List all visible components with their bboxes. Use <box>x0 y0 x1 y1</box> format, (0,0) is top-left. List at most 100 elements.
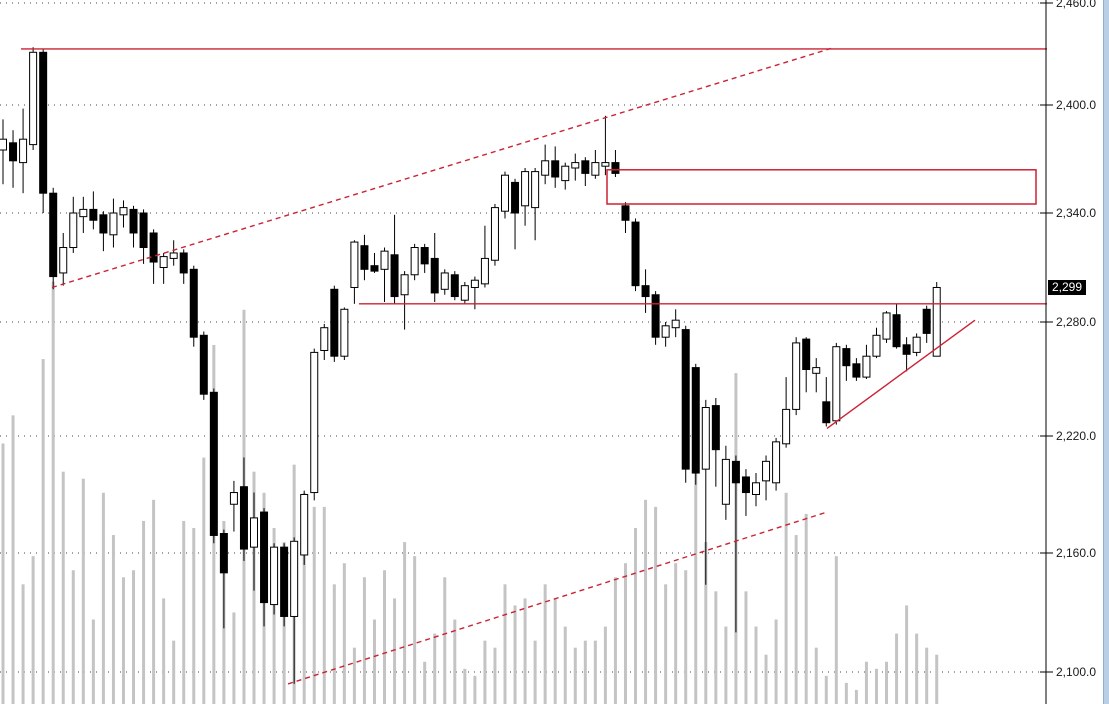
volume-bar <box>935 654 939 704</box>
volume-bar <box>232 612 236 704</box>
candle-down <box>139 212 148 249</box>
axis-label: 2,340.0 <box>1056 206 1097 220</box>
volume-bar <box>573 647 577 704</box>
candle-up <box>772 441 781 484</box>
volume-bar <box>864 661 868 704</box>
volume-bar <box>41 359 45 704</box>
volume-bar <box>513 605 517 704</box>
volume-bar <box>61 471 65 704</box>
volume-bar <box>172 640 176 704</box>
volume-bar <box>764 654 768 704</box>
candle-up <box>400 274 409 296</box>
candle-up <box>541 160 550 176</box>
volume-bar <box>613 577 617 704</box>
window-edge <box>1103 0 1109 704</box>
candle-down <box>892 314 901 348</box>
volume-bar <box>714 591 718 704</box>
candle-down <box>239 486 248 550</box>
candle-up <box>490 207 499 261</box>
candle-up <box>501 174 509 212</box>
last-price-badge: 2,299 <box>1048 279 1087 295</box>
rising-channel-lower-trendline <box>287 511 828 685</box>
candle-down <box>621 205 630 221</box>
volume-bar <box>623 563 627 704</box>
candle-down <box>420 247 429 265</box>
volume-bar <box>754 626 758 704</box>
candle-down <box>641 285 650 298</box>
volume-bar <box>874 668 878 704</box>
volume-bar <box>272 528 276 704</box>
candle-down <box>330 288 339 357</box>
candle-down <box>731 460 740 484</box>
candle-up <box>460 285 469 301</box>
candle-up <box>440 272 449 290</box>
volume-bar <box>834 556 838 704</box>
volume-bar <box>533 640 537 704</box>
volume-bar <box>121 577 125 704</box>
candle-up <box>290 540 299 617</box>
candle-up <box>480 257 489 285</box>
candle-down <box>209 391 218 536</box>
volume-bar <box>523 598 527 704</box>
candle-up <box>169 252 178 259</box>
volume-bar <box>784 492 788 704</box>
candle-up <box>561 165 570 182</box>
volume-bar <box>302 492 306 704</box>
axis-label: 2,400.0 <box>1056 98 1097 112</box>
candle-up <box>229 492 238 505</box>
candle-down <box>430 257 439 294</box>
candle-down <box>49 192 58 278</box>
volume-bar <box>684 570 688 704</box>
volume-bar <box>403 542 407 704</box>
candle-up <box>300 494 309 556</box>
volume-bar <box>453 619 457 704</box>
volume-bar <box>915 633 919 704</box>
candle-up <box>661 325 670 338</box>
rising-wedge-support-trendline <box>826 319 976 429</box>
volume-bar <box>694 471 698 704</box>
candle-up <box>350 241 359 288</box>
volume-bar <box>162 598 166 704</box>
volume-bar <box>31 556 35 704</box>
volume-bar <box>443 577 447 704</box>
volume-bar <box>383 570 387 704</box>
candle-up <box>320 327 329 352</box>
volume-bar <box>342 563 346 704</box>
volume-bar <box>473 675 477 704</box>
volume-bar <box>352 647 356 704</box>
candle-down <box>39 51 48 194</box>
candle-down <box>581 160 590 174</box>
axis-label: 2,160.0 <box>1056 546 1097 560</box>
volume-bar <box>925 647 929 704</box>
volume-bar <box>503 584 507 704</box>
candle-down <box>922 308 931 334</box>
candle-down <box>711 405 720 451</box>
axis-label: 2,460.0 <box>1056 0 1097 10</box>
volume-bar <box>483 640 487 704</box>
candle-up <box>872 334 881 357</box>
volume-bar <box>1 443 5 704</box>
volume-bar <box>111 535 115 704</box>
axis-label: 2,220.0 <box>1056 429 1097 443</box>
candle-up <box>109 212 118 236</box>
volume-bar <box>433 633 437 704</box>
candle-down <box>390 254 399 298</box>
candle-up <box>270 546 279 606</box>
volume-bar <box>674 563 678 704</box>
candle-up <box>882 312 891 340</box>
volume-bar <box>132 570 136 704</box>
volume-bar <box>152 499 156 704</box>
candle-down <box>691 367 700 474</box>
candle-down <box>741 476 750 494</box>
candle-down <box>802 338 811 371</box>
axis-label: 2,280.0 <box>1056 315 1097 329</box>
candle-up <box>470 279 479 288</box>
candle-down <box>360 245 369 270</box>
volume-bar <box>11 415 15 704</box>
volume-bar <box>824 675 828 704</box>
candle-down <box>651 294 660 338</box>
volume-bar <box>593 640 597 704</box>
candle-up <box>912 336 921 353</box>
candle-up <box>591 162 600 176</box>
